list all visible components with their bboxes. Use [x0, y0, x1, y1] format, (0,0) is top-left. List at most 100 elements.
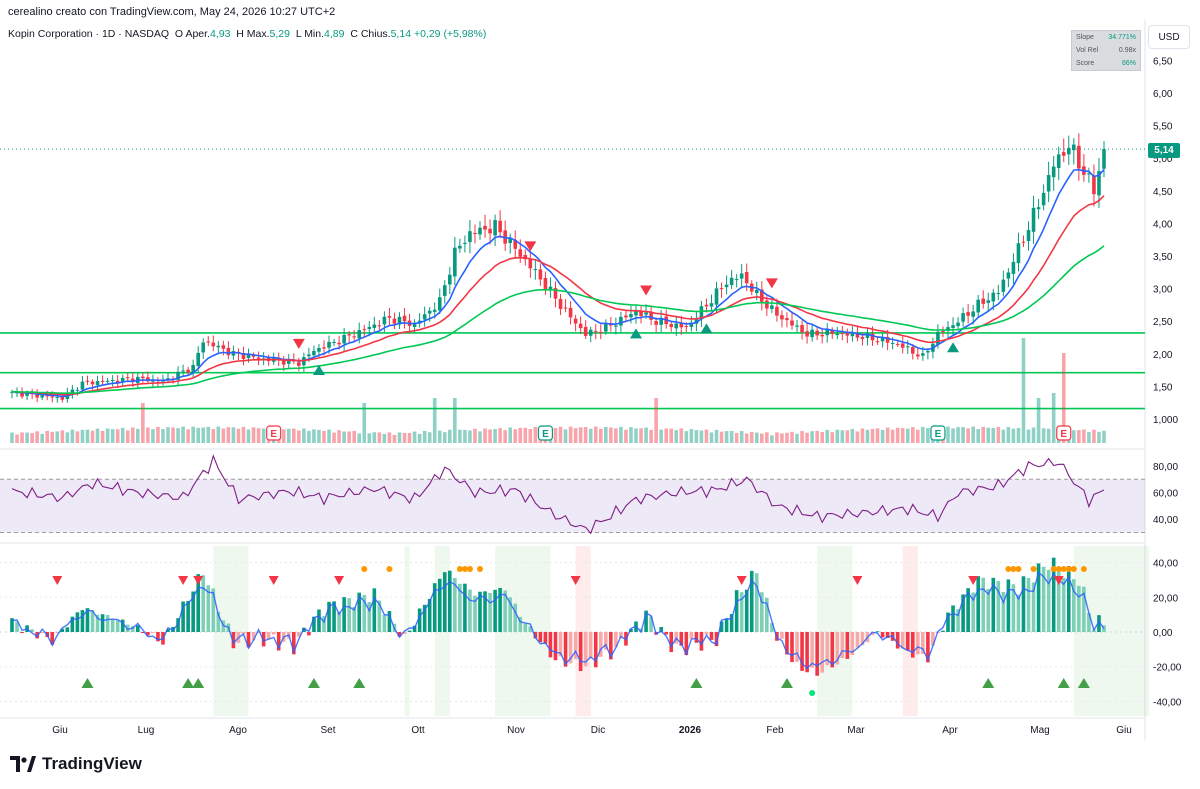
candle-body: [880, 337, 885, 342]
osc-histogram-bar: [231, 632, 236, 649]
candle-body: [991, 292, 996, 302]
time-axis-label: Giu: [1116, 725, 1132, 736]
volume-bar: [387, 432, 392, 443]
trend-zone-red: [902, 546, 918, 716]
candle-body: [80, 381, 85, 390]
candle-body: [146, 377, 150, 382]
osc-down-signal: [968, 576, 979, 585]
candle-body: [503, 230, 507, 244]
osc-histogram-bar: [15, 621, 19, 632]
osc-histogram-bar: [176, 618, 180, 632]
candle-body: [629, 314, 633, 318]
osc-histogram-bar: [372, 588, 377, 632]
candle-body: [1006, 272, 1011, 279]
candle-body: [583, 326, 588, 336]
volume-bar: [307, 430, 311, 443]
osc-histogram-bar: [598, 632, 603, 657]
price-axis-label: 3,00: [1153, 285, 1173, 296]
osc-histogram-bar: [538, 632, 543, 643]
osc-histogram-bar: [1097, 615, 1101, 632]
osc-histogram-bar: [100, 614, 105, 632]
volume-bar: [1072, 430, 1076, 443]
volume-bar: [256, 428, 261, 443]
osc-histogram-bar: [1066, 565, 1071, 632]
osc-up-signal: [192, 678, 205, 688]
volume-bar: [352, 430, 356, 443]
volume-bar: [951, 428, 955, 443]
osc-histogram-bar: [895, 632, 900, 649]
sell-signal-marker: [640, 285, 653, 296]
osc-down-signal: [268, 576, 279, 585]
volume-bar: [30, 433, 34, 443]
osc-histogram-bar: [910, 632, 915, 658]
volume-bar: [558, 426, 563, 443]
volume-bar: [639, 428, 643, 443]
price-axis-label: 4,00: [1153, 219, 1173, 230]
volume-bar: [674, 430, 679, 443]
candle-body: [1031, 207, 1036, 232]
osc-up-signal: [1077, 678, 1090, 688]
earnings-marker-box: [266, 425, 282, 441]
volume-bar: [996, 426, 1001, 443]
price-axis-label: 5,50: [1153, 122, 1173, 133]
candle-body: [634, 311, 638, 316]
candle-body: [895, 343, 900, 345]
osc-histogram-bar: [790, 632, 794, 663]
volume-bar: [25, 432, 29, 443]
osc-histogram-bar: [593, 632, 598, 668]
osc-histogram-bar: [1051, 557, 1056, 632]
volume-bar: [669, 428, 674, 443]
volume-bar: [151, 429, 155, 443]
candle-body: [820, 334, 824, 337]
volume-bar: [694, 430, 699, 443]
volume-bar: [916, 429, 920, 443]
osc-histogram-bar: [709, 632, 714, 640]
currency-button[interactable]: USD: [1148, 25, 1190, 49]
volume-bar: [890, 429, 895, 443]
brand-name: TradingView: [42, 754, 142, 773]
osc-histogram-bar: [327, 601, 331, 632]
volume-bar: [573, 428, 578, 443]
candle-body: [619, 316, 623, 326]
candle-body: [568, 307, 573, 318]
volume-bar: [105, 428, 110, 443]
symbol-legend[interactable]: Kopin Corporation · 1D · NASDAQ O Aper.4…: [8, 28, 486, 40]
volume-bar: [709, 432, 714, 443]
candle-body: [422, 314, 427, 320]
osc-histogram-bar: [115, 620, 120, 632]
candle-body: [775, 306, 779, 316]
osc-histogram-bar: [422, 604, 427, 632]
volume-bar: [241, 426, 246, 443]
osc-histogram-bar: [186, 601, 190, 632]
rsi-axis-label: 60,00: [1153, 489, 1178, 500]
osc-histogram-bar: [629, 628, 633, 632]
candle-body: [317, 347, 321, 352]
volume-bar: [125, 430, 130, 443]
osc-axis-label: 40,00: [1153, 559, 1178, 570]
low-value: 4,89: [324, 28, 345, 40]
volume-bar: [372, 432, 377, 443]
osc-histogram-bar: [704, 632, 709, 635]
osc-down-signal: [736, 576, 747, 585]
osc-histogram-bar: [699, 632, 704, 651]
volume-bar: [624, 429, 628, 443]
candle-body: [1036, 207, 1041, 210]
volume-bar: [156, 426, 160, 443]
osc-histogram-bar: [146, 632, 150, 636]
volume-bar: [734, 432, 739, 443]
osc-histogram-bar: [357, 592, 362, 632]
osc-histogram-bar: [885, 632, 890, 638]
volume-bar: [563, 429, 568, 443]
volume-bar: [20, 432, 24, 443]
osc-histogram-bar: [845, 632, 850, 659]
volume-bar: [171, 427, 175, 443]
tradingview-logo[interactable]: TradingView: [10, 754, 142, 774]
rsi-axis-label: 80,00: [1153, 462, 1178, 473]
buy-signal-marker: [630, 328, 642, 339]
volume-bar: [910, 427, 915, 443]
osc-up-signal: [307, 678, 320, 688]
tradingview-logo-icon: [10, 756, 36, 772]
volume-bar: [115, 429, 120, 443]
candle-body: [256, 357, 261, 360]
